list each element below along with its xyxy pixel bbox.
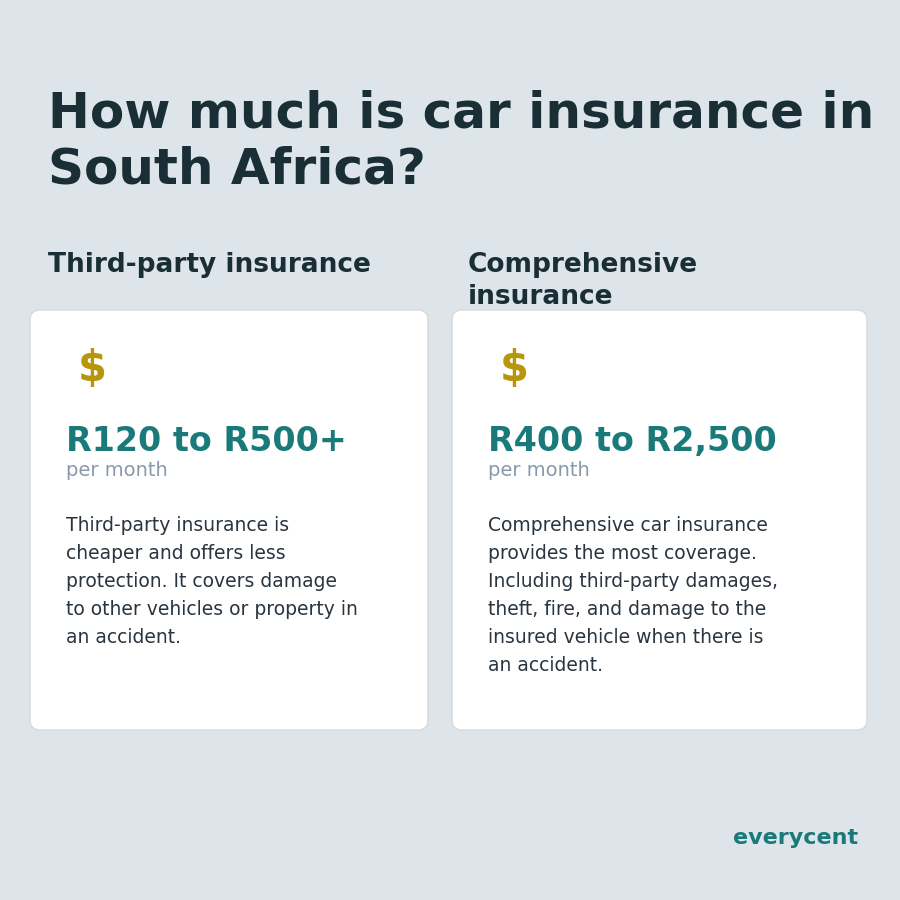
Text: $: $ — [77, 348, 106, 390]
Text: How much is car insurance in: How much is car insurance in — [48, 90, 874, 138]
Text: $: $ — [500, 348, 528, 390]
Text: R120 to R500+: R120 to R500+ — [66, 425, 346, 458]
Text: per month: per month — [66, 461, 167, 480]
Text: South Africa?: South Africa? — [48, 145, 426, 193]
Text: everycent: everycent — [733, 828, 858, 848]
Text: Third-party insurance is
cheaper and offers less
protection. It covers damage
to: Third-party insurance is cheaper and off… — [66, 516, 358, 647]
Text: Comprehensive
insurance: Comprehensive insurance — [468, 252, 698, 310]
Text: R400 to R2,500: R400 to R2,500 — [488, 425, 777, 458]
Text: per month: per month — [488, 461, 590, 480]
Text: Third-party insurance: Third-party insurance — [48, 252, 371, 278]
FancyBboxPatch shape — [452, 310, 867, 730]
FancyBboxPatch shape — [30, 310, 428, 730]
Text: Comprehensive car insurance
provides the most coverage.
Including third-party da: Comprehensive car insurance provides the… — [488, 516, 778, 675]
